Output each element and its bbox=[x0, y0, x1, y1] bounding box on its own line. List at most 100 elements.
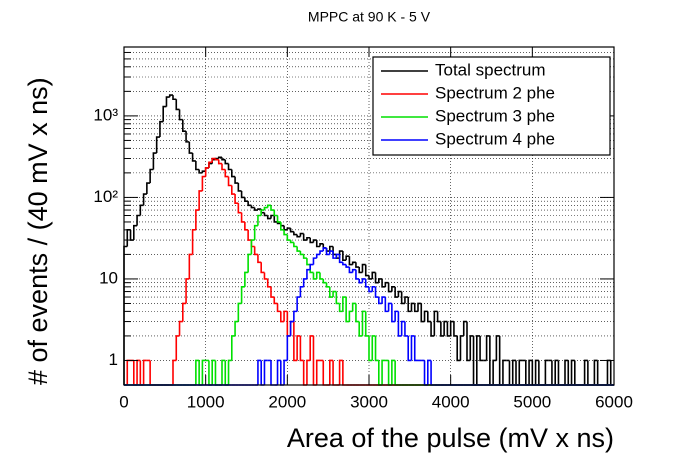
histogram-bin bbox=[309, 335, 314, 361]
histogram-bin bbox=[557, 360, 562, 386]
histogram-bin bbox=[528, 359, 533, 385]
histogram-bin bbox=[315, 359, 320, 385]
histogram-bin bbox=[237, 183, 242, 192]
x-tick-label: 3000 bbox=[350, 392, 388, 411]
histogram-bin bbox=[191, 229, 196, 255]
histogram-bin bbox=[247, 229, 252, 241]
histogram-bin bbox=[175, 99, 180, 111]
histogram-bin bbox=[142, 359, 147, 385]
histogram-bin bbox=[276, 303, 281, 313]
histogram-bin bbox=[427, 359, 432, 385]
histogram-bin bbox=[142, 193, 147, 206]
histogram-bin bbox=[348, 267, 353, 274]
histogram-bin bbox=[400, 320, 405, 336]
histogram-bin bbox=[394, 310, 399, 322]
histogram-bin bbox=[247, 253, 252, 273]
histogram-bin bbox=[214, 360, 219, 386]
histogram-bin bbox=[293, 242, 298, 248]
histogram-bin bbox=[319, 272, 324, 280]
histogram-bin bbox=[476, 335, 481, 385]
histogram-bin bbox=[178, 320, 183, 336]
histogram-bin bbox=[345, 264, 350, 268]
histogram-bin bbox=[381, 359, 386, 385]
histogram-bin bbox=[237, 203, 242, 214]
histogram-bin bbox=[593, 359, 598, 385]
histogram-bin bbox=[312, 272, 317, 280]
histogram-bin bbox=[286, 227, 291, 230]
histogram-bin bbox=[511, 359, 516, 385]
histogram-bin bbox=[319, 250, 324, 255]
histogram-bin bbox=[596, 360, 601, 386]
histogram-bin bbox=[453, 321, 458, 337]
histogram-bin bbox=[338, 303, 343, 313]
histogram-bin bbox=[149, 360, 154, 386]
histogram-bin bbox=[257, 208, 262, 211]
x-tick-label: 5000 bbox=[513, 392, 551, 411]
histogram-bin bbox=[293, 321, 298, 362]
legend-label: Spectrum 3 phe bbox=[435, 106, 555, 125]
histogram-bin bbox=[240, 212, 245, 223]
histogram-bin bbox=[518, 359, 523, 385]
histogram-bin bbox=[368, 286, 373, 293]
histogram-bin bbox=[231, 185, 236, 195]
histogram-bin bbox=[342, 296, 347, 312]
histogram-bin bbox=[407, 297, 412, 313]
histogram-bin bbox=[404, 321, 409, 337]
histogram-bin bbox=[155, 136, 160, 154]
histogram-bin bbox=[299, 232, 304, 237]
histogram-bin bbox=[312, 257, 317, 265]
histogram-bin bbox=[430, 360, 435, 386]
histogram-bin bbox=[335, 291, 340, 305]
histogram-bin bbox=[234, 320, 239, 336]
x-tick-label: 2000 bbox=[268, 392, 306, 411]
histogram-bin bbox=[355, 262, 360, 268]
histogram-bin bbox=[247, 201, 252, 207]
histogram-bin bbox=[276, 215, 281, 223]
histogram-bin bbox=[286, 335, 291, 361]
histogram-bin bbox=[198, 169, 203, 174]
histogram-bin bbox=[188, 141, 193, 154]
histogram-bin bbox=[391, 359, 396, 385]
histogram-bin bbox=[224, 159, 229, 165]
histogram-bin bbox=[361, 263, 366, 273]
histogram-bin bbox=[306, 258, 311, 266]
histogram-bin bbox=[260, 262, 265, 274]
histogram-bin bbox=[404, 296, 409, 304]
histogram-bin bbox=[446, 321, 451, 337]
histogram-bin bbox=[227, 176, 232, 187]
histogram-bin bbox=[260, 209, 265, 216]
histogram-bin bbox=[358, 267, 363, 274]
histogram-bin bbox=[348, 256, 353, 266]
histogram-bin bbox=[397, 290, 402, 298]
histogram-bin bbox=[227, 163, 232, 171]
histogram-bin bbox=[338, 359, 343, 385]
chart-title: MPPC at 90 K - 5 V bbox=[308, 9, 431, 25]
histogram-series bbox=[124, 204, 614, 386]
histogram-bin bbox=[583, 359, 588, 385]
y-tick-label: 1 bbox=[109, 350, 118, 369]
histogram-bin bbox=[462, 320, 467, 336]
histogram-bin bbox=[289, 240, 294, 244]
histogram-bin bbox=[574, 360, 579, 386]
legend-label: Total spectrum bbox=[435, 60, 546, 79]
histogram-bin bbox=[146, 182, 151, 195]
histogram-bin bbox=[325, 282, 330, 288]
histogram-bin bbox=[319, 242, 324, 247]
x-axis-label: Area of the pulse (mV x ns) bbox=[287, 423, 614, 453]
histogram-bin bbox=[221, 157, 226, 161]
histogram-bin bbox=[273, 210, 278, 217]
histogram-bin bbox=[351, 268, 356, 273]
histogram-series bbox=[124, 247, 614, 386]
histogram-bin bbox=[410, 302, 415, 312]
histogram-bin bbox=[378, 278, 383, 283]
histogram-bin bbox=[374, 335, 379, 362]
histogram-bin bbox=[237, 302, 242, 322]
histogram-bin bbox=[332, 251, 337, 259]
histogram-bin bbox=[296, 335, 301, 361]
histogram-bin bbox=[289, 320, 294, 336]
histogram-bin bbox=[195, 359, 200, 385]
histogram-bin bbox=[355, 269, 360, 280]
histogram-bin bbox=[534, 359, 539, 385]
histogram-bin bbox=[315, 271, 320, 279]
